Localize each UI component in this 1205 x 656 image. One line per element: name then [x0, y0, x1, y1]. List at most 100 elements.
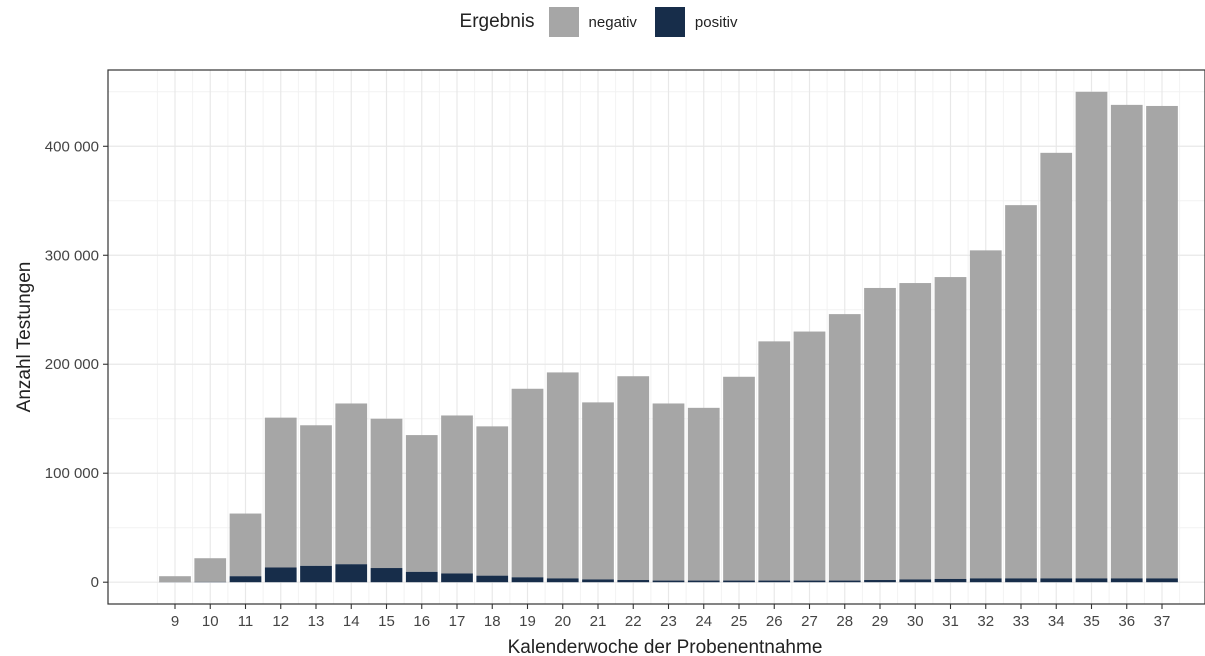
bar-negativ — [1146, 105, 1178, 579]
legend-label-negativ: negativ — [588, 13, 637, 31]
x-tick-label: 24 — [695, 613, 712, 630]
x-tick-label: 19 — [519, 613, 536, 630]
legend: Ergebnis negativ positiv — [0, 5, 1205, 39]
bar-negativ — [229, 513, 262, 577]
x-tick-label: 21 — [590, 613, 607, 630]
legend-item-positiv: positiv — [654, 7, 738, 37]
x-tick-label: 29 — [872, 613, 889, 630]
bar-negativ — [335, 403, 368, 565]
bar-negativ — [723, 376, 755, 581]
x-tick-label: 35 — [1083, 613, 1100, 630]
bar-positiv — [229, 576, 262, 583]
bar-negativ — [1040, 152, 1073, 579]
x-tick-label: 36 — [1118, 613, 1135, 630]
y-tick-label: 100 000 — [45, 465, 99, 482]
x-tick-label: 33 — [1013, 613, 1030, 630]
bar-negativ — [899, 283, 932, 580]
x-tick-label: 34 — [1048, 613, 1065, 630]
x-tick-label: 30 — [907, 613, 924, 630]
bar-negativ — [370, 418, 403, 569]
y-tick-label: 200 000 — [45, 356, 99, 373]
legend-title: Ergebnis — [459, 11, 535, 32]
bar-positiv — [969, 578, 1002, 583]
x-tick-label: 23 — [660, 613, 677, 630]
x-tick-label: 25 — [731, 613, 748, 630]
bar-negativ — [934, 277, 967, 579]
bar-negativ — [264, 417, 297, 568]
bar-positiv — [405, 571, 438, 583]
bar-negativ — [441, 415, 473, 574]
x-tick-label: 9 — [171, 613, 179, 630]
x-tick-label: 26 — [766, 613, 783, 630]
x-axis-title: Kalenderwoche der Probenentnahme — [508, 637, 823, 656]
x-tick-label: 32 — [977, 613, 994, 630]
bar-positiv — [864, 580, 896, 583]
x-tick-label: 11 — [238, 613, 254, 630]
bar-negativ — [969, 250, 1002, 579]
bar-negativ — [793, 331, 826, 581]
x-tick-label: 15 — [378, 613, 395, 630]
bar-negativ — [1075, 91, 1108, 579]
bar-negativ — [300, 425, 332, 566]
bar-positiv — [582, 579, 614, 583]
legend-swatch-positiv — [654, 7, 685, 37]
bar-positiv — [828, 580, 861, 583]
bar-positiv — [687, 580, 720, 583]
bar-positiv — [511, 577, 544, 583]
bar-positiv — [1110, 578, 1143, 583]
x-tick-label: 37 — [1154, 613, 1171, 630]
plot-border — [107, 69, 1205, 605]
bar-positiv — [758, 580, 791, 583]
bar-positiv — [899, 579, 932, 583]
bar-positiv — [441, 573, 473, 583]
bar-negativ — [864, 287, 896, 581]
bar-positiv — [370, 568, 403, 583]
bar-negativ — [476, 426, 509, 576]
y-tick-label: 300 000 — [45, 247, 99, 264]
bar-positiv — [723, 580, 755, 583]
x-tick-label: 16 — [413, 613, 430, 630]
x-tick-label: 13 — [308, 613, 325, 630]
x-tick-label: 31 — [942, 613, 959, 630]
x-tick-label: 14 — [343, 613, 360, 630]
x-tick-label: 17 — [449, 613, 466, 630]
bar-negativ — [617, 376, 650, 581]
bar-negativ — [1110, 104, 1143, 579]
bar-positiv — [1005, 578, 1037, 583]
bar-positiv — [264, 567, 297, 583]
x-tick-label: 22 — [625, 613, 642, 630]
bar-negativ — [652, 403, 685, 581]
x-tick-label: 28 — [836, 613, 853, 630]
legend-label-positiv: positiv — [694, 13, 738, 31]
bar-positiv — [617, 580, 650, 583]
bar-negativ — [511, 388, 544, 578]
bar-negativ — [159, 576, 191, 583]
bar-positiv — [335, 564, 368, 583]
x-tick-label: 27 — [801, 613, 818, 630]
bar-positiv — [934, 578, 967, 583]
bar-positiv — [546, 578, 579, 583]
bar-negativ — [194, 558, 227, 582]
bar-negativ — [582, 402, 614, 580]
bar-positiv — [1075, 578, 1108, 583]
bar-positiv — [652, 580, 685, 583]
y-axis-title: Anzahl Testungen — [14, 262, 35, 413]
bar-negativ — [546, 372, 579, 579]
bar-positiv — [1146, 578, 1178, 583]
legend-swatch-negativ — [548, 7, 579, 37]
bar-positiv — [300, 565, 332, 583]
y-tick-label: 0 — [91, 574, 99, 591]
bar-positiv — [1040, 578, 1073, 583]
bar-negativ — [405, 435, 438, 572]
bar-negativ — [758, 341, 791, 581]
x-tick-label: 10 — [202, 613, 219, 630]
bar-negativ — [1005, 205, 1037, 579]
x-tick-label: 20 — [554, 613, 571, 630]
legend-item-negativ: negativ — [548, 7, 637, 37]
x-tick-label: 12 — [272, 613, 289, 630]
bar-negativ — [828, 314, 861, 581]
y-tick-label: 400 000 — [45, 138, 99, 155]
bar-negativ — [687, 407, 720, 581]
bar-positiv — [793, 580, 826, 583]
